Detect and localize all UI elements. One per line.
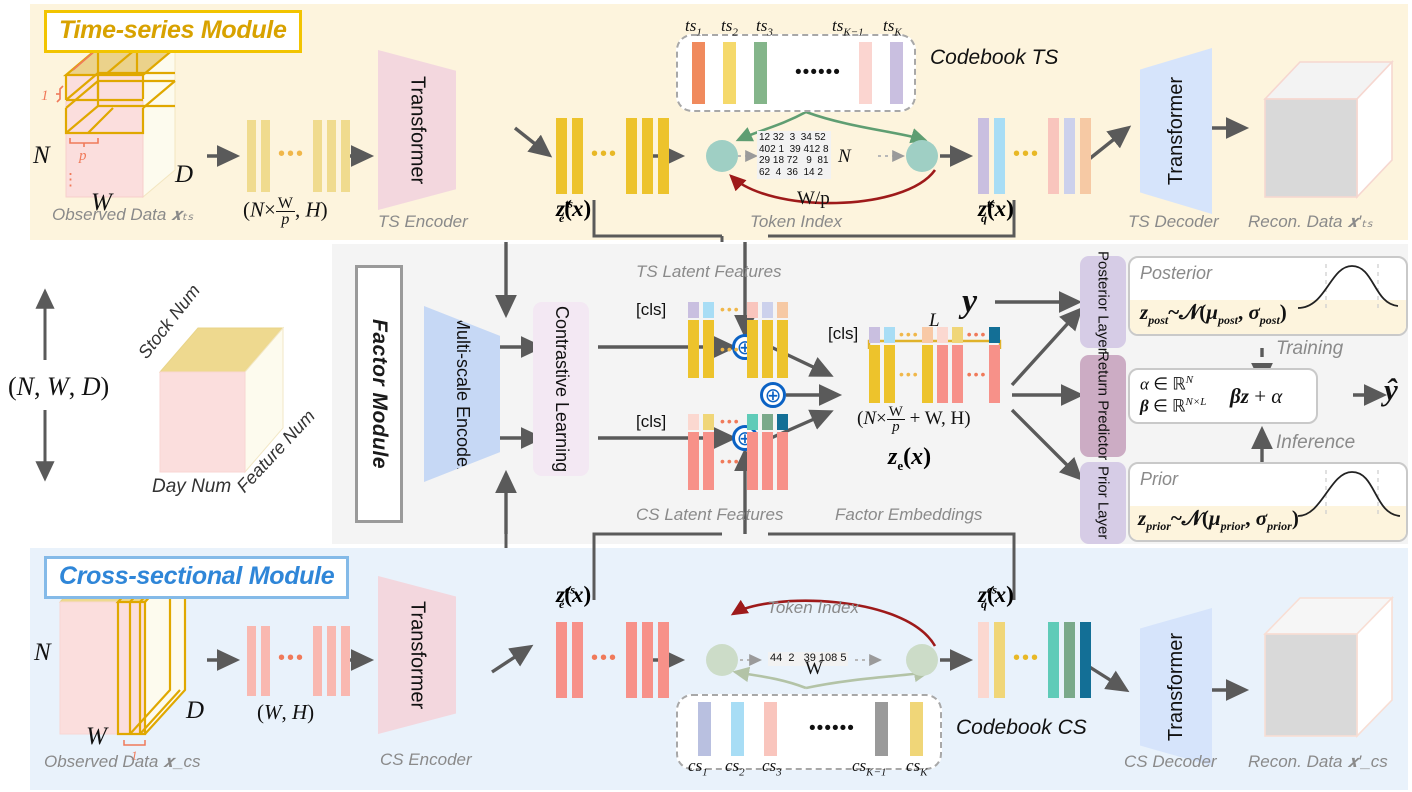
beta-equation: β ∈ ℝN×L [1140, 396, 1207, 416]
cs-encoder-shape: Transformer [378, 576, 456, 734]
cs-latent-bars: ••• [688, 432, 788, 490]
multiscale-encoder-shape: Multi-scale Encoder [424, 306, 500, 482]
prior-box: Prior zprior~𝒩(μprior, σprior) [1128, 462, 1408, 542]
inference-label: Inference [1276, 432, 1356, 453]
cs-input-caption: Observed Data 𝒙_cs [44, 752, 201, 771]
return-predictor-label: Return Predictor [1094, 351, 1112, 461]
contrastive-learning-box: Contrastive Learning [533, 302, 589, 476]
codebook-ts-bars: •••••• [692, 42, 903, 104]
factor-L-label: L [929, 310, 940, 331]
ts-patch-bars: ••• [247, 120, 351, 192]
ts-decoder-label: Transformer [1164, 76, 1187, 186]
yhat-label: ŷ [1384, 372, 1398, 407]
ts-ze-bars: ••• [556, 118, 670, 194]
return-equation-box: α ∈ ℝN β ∈ ℝN×L βz + α [1128, 368, 1318, 424]
training-label: Training [1276, 338, 1344, 359]
prior-title: Prior [1140, 469, 1179, 489]
cs-quant-circle-left [706, 644, 738, 676]
cs-encoder-label: Transformer [406, 600, 429, 710]
return-predictor-box: Return Predictor [1080, 351, 1126, 461]
prior-equation: zprior~𝒩(μprior, σprior) [1138, 506, 1299, 534]
ts-recon-caption: Recon. Data 𝒙′ₜₛ [1248, 212, 1373, 231]
y-label: y [962, 283, 978, 320]
ts-encoder-caption: TS Encoder [378, 212, 468, 231]
posterior-box: Posterior zpost~𝒩(μpost, σpost) [1128, 256, 1408, 336]
plus-merge-icon: ⊕ [760, 382, 786, 408]
factor-cls-bars: ••• ••• [869, 327, 1001, 343]
factor-tensor-shape: (N, W, D) [8, 372, 110, 401]
cs-latent-caption: CS Latent Features [636, 505, 784, 524]
cs-token-index-caption: Token Index [767, 598, 859, 617]
ts-token-index-grid: 12 32 3 34 52 402 1 39 412 8 29 18 72 9 … [757, 131, 831, 179]
prior-layer-label: Prior Layer [1094, 466, 1112, 540]
cross-sectional-module-title: Cross-sectional Module [44, 556, 350, 599]
ts-zq-bars: ••• [978, 118, 1092, 194]
multiscale-encoder-label: Multi-scale Encoder [452, 314, 473, 474]
factor-embeddings-caption: Factor Embeddings [835, 505, 983, 524]
ts-decoder-shape: Transformer [1140, 48, 1212, 214]
codebook-cs-name: Codebook CS [956, 716, 1087, 739]
posterior-equation: zpost~𝒩(μpost, σpost) [1140, 300, 1287, 328]
ts-encoder-shape: Transformer [378, 50, 456, 210]
cs-patch-shape: (W, H) [257, 700, 315, 724]
factor-module-label-box: Factor Module [355, 265, 403, 523]
codebook-cs-box [676, 694, 942, 770]
cs-zq-bars: ••• [978, 622, 1092, 698]
ts-token-index-n: N [838, 146, 851, 167]
cs-ze-label: zcse(x) [556, 582, 592, 611]
cs-latent-cls-bars: ••• [688, 414, 788, 430]
factor-cube-feature-label: Feature Num [232, 405, 319, 497]
ts-latent-caption: TS Latent Features [636, 262, 782, 281]
ts-input-caption: Observed Data 𝒙ₜₛ [52, 205, 194, 224]
ts-quant-circle-left [706, 140, 738, 172]
cs-patch-bars: ••• [247, 626, 351, 696]
factor-module-title: Factor Module [368, 318, 391, 469]
cs-decoder-label: Transformer [1164, 632, 1187, 742]
cs-decoder-caption: CS Decoder [1124, 752, 1217, 771]
codebook-ts-box [676, 34, 916, 112]
cs-latent-cls-label: [cls] [636, 412, 667, 431]
cs-loop-label: W [805, 658, 823, 679]
ts-quant-circle-right [906, 140, 938, 172]
predict-equation: βz + α [1230, 384, 1283, 408]
factor-cube-stock-label: Stock Num [134, 280, 204, 363]
codebook-ts-name: Codebook TS [930, 46, 1059, 69]
ts-token-index-caption: Token Index [750, 212, 842, 231]
ts-encoder-label: Transformer [406, 75, 429, 185]
prior-layer-box: Prior Layer [1080, 462, 1126, 544]
ts-latent-cls-label: [cls] [636, 300, 667, 319]
ts-decoder-caption: TS Decoder [1128, 212, 1219, 231]
cs-zq-label: zcsq(x) [978, 582, 1014, 611]
ts-ze-label: ztse(x) [556, 196, 592, 225]
codebook-cs-bars: •••••• [698, 702, 923, 756]
ts-latent-bars: ••• [688, 320, 788, 378]
cs-encoder-caption: CS Encoder [380, 750, 472, 769]
posterior-title: Posterior [1140, 263, 1213, 283]
factor-ze-label: ze(x) [888, 444, 932, 473]
cs-decoder-shape: Transformer [1140, 608, 1212, 766]
posterior-layer-label: Posterior Layer [1094, 251, 1112, 353]
factor-embedding-bars: ••• ••• [869, 345, 1001, 403]
cs-recon-caption: Recon. Data 𝒙′_cs [1248, 752, 1388, 771]
factor-cls-label: [cls] [828, 324, 859, 343]
contrastive-learning-label: Contrastive Learning [551, 305, 572, 473]
factor-cube-day-label: Day Num [152, 476, 232, 497]
time-series-module-title: Time-series Module [44, 10, 302, 53]
posterior-layer-box: Posterior Layer [1080, 251, 1126, 353]
ts-loop-label: W/p [797, 188, 830, 209]
ts-latent-cls-bars: ••• [688, 302, 788, 318]
cs-token-index-grid: 44 2 39 108 5 [768, 652, 849, 666]
cs-quant-circle-right [906, 644, 938, 676]
alpha-equation: α ∈ ℝN [1140, 374, 1194, 394]
ts-zq-label: ztsq(x) [978, 196, 1014, 225]
cs-ze-bars: ••• [556, 622, 670, 698]
